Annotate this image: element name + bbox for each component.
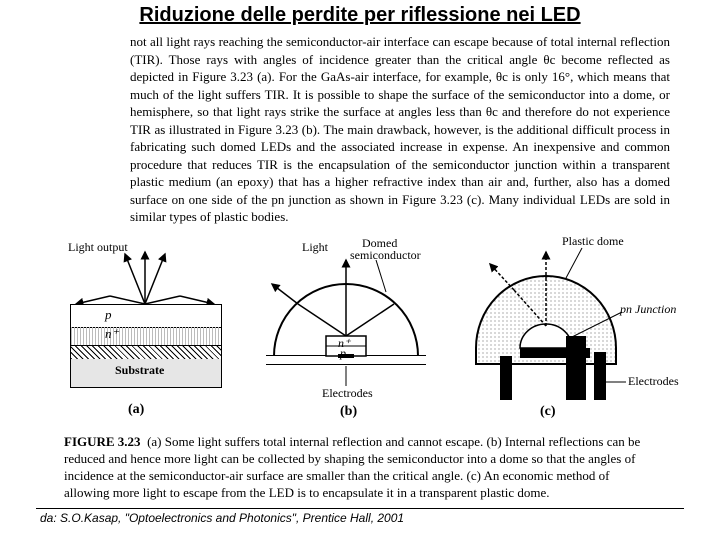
figure-container: Light output p n⁺ Substrate (a) Light Do… xyxy=(0,230,720,430)
body-paragraph: not all light rays reaching the semicond… xyxy=(0,27,720,226)
electrodes-label-c: Electrodes xyxy=(628,374,679,389)
caption-body: (a) Some light suffers total internal re… xyxy=(64,434,640,500)
page-title: Riduzione delle perdite per riflessione … xyxy=(0,0,720,27)
pn-junction-label: pn Junction xyxy=(620,302,676,317)
fig-a-layers: p n⁺ Substrate xyxy=(70,304,222,388)
panel-b-label: (b) xyxy=(340,404,357,420)
footer-citation: da: S.O.Kasap, "Optoelectronics and Phot… xyxy=(0,509,720,525)
fig-b-dome xyxy=(254,238,454,408)
panel-a-label: (a) xyxy=(128,402,144,418)
figure-c: Plastic dome pn Junction xyxy=(470,232,680,422)
figure-caption: FIGURE 3.23 (a) Some light suffers total… xyxy=(0,430,720,502)
n-label: n⁺ xyxy=(105,326,118,342)
substrate-label: Substrate xyxy=(115,363,164,378)
p-label: p xyxy=(105,307,112,323)
electrodes-label-b: Electrodes xyxy=(322,386,373,401)
figure-a: Light output p n⁺ Substrate (a) xyxy=(70,252,230,402)
figure-b: Light Domed semiconductor xyxy=(254,238,454,418)
panel-c-label: (c) xyxy=(540,404,556,420)
fig-a-rays xyxy=(70,248,230,308)
p-label-b: p xyxy=(340,346,346,361)
caption-lead: FIGURE 3.23 xyxy=(64,434,141,449)
